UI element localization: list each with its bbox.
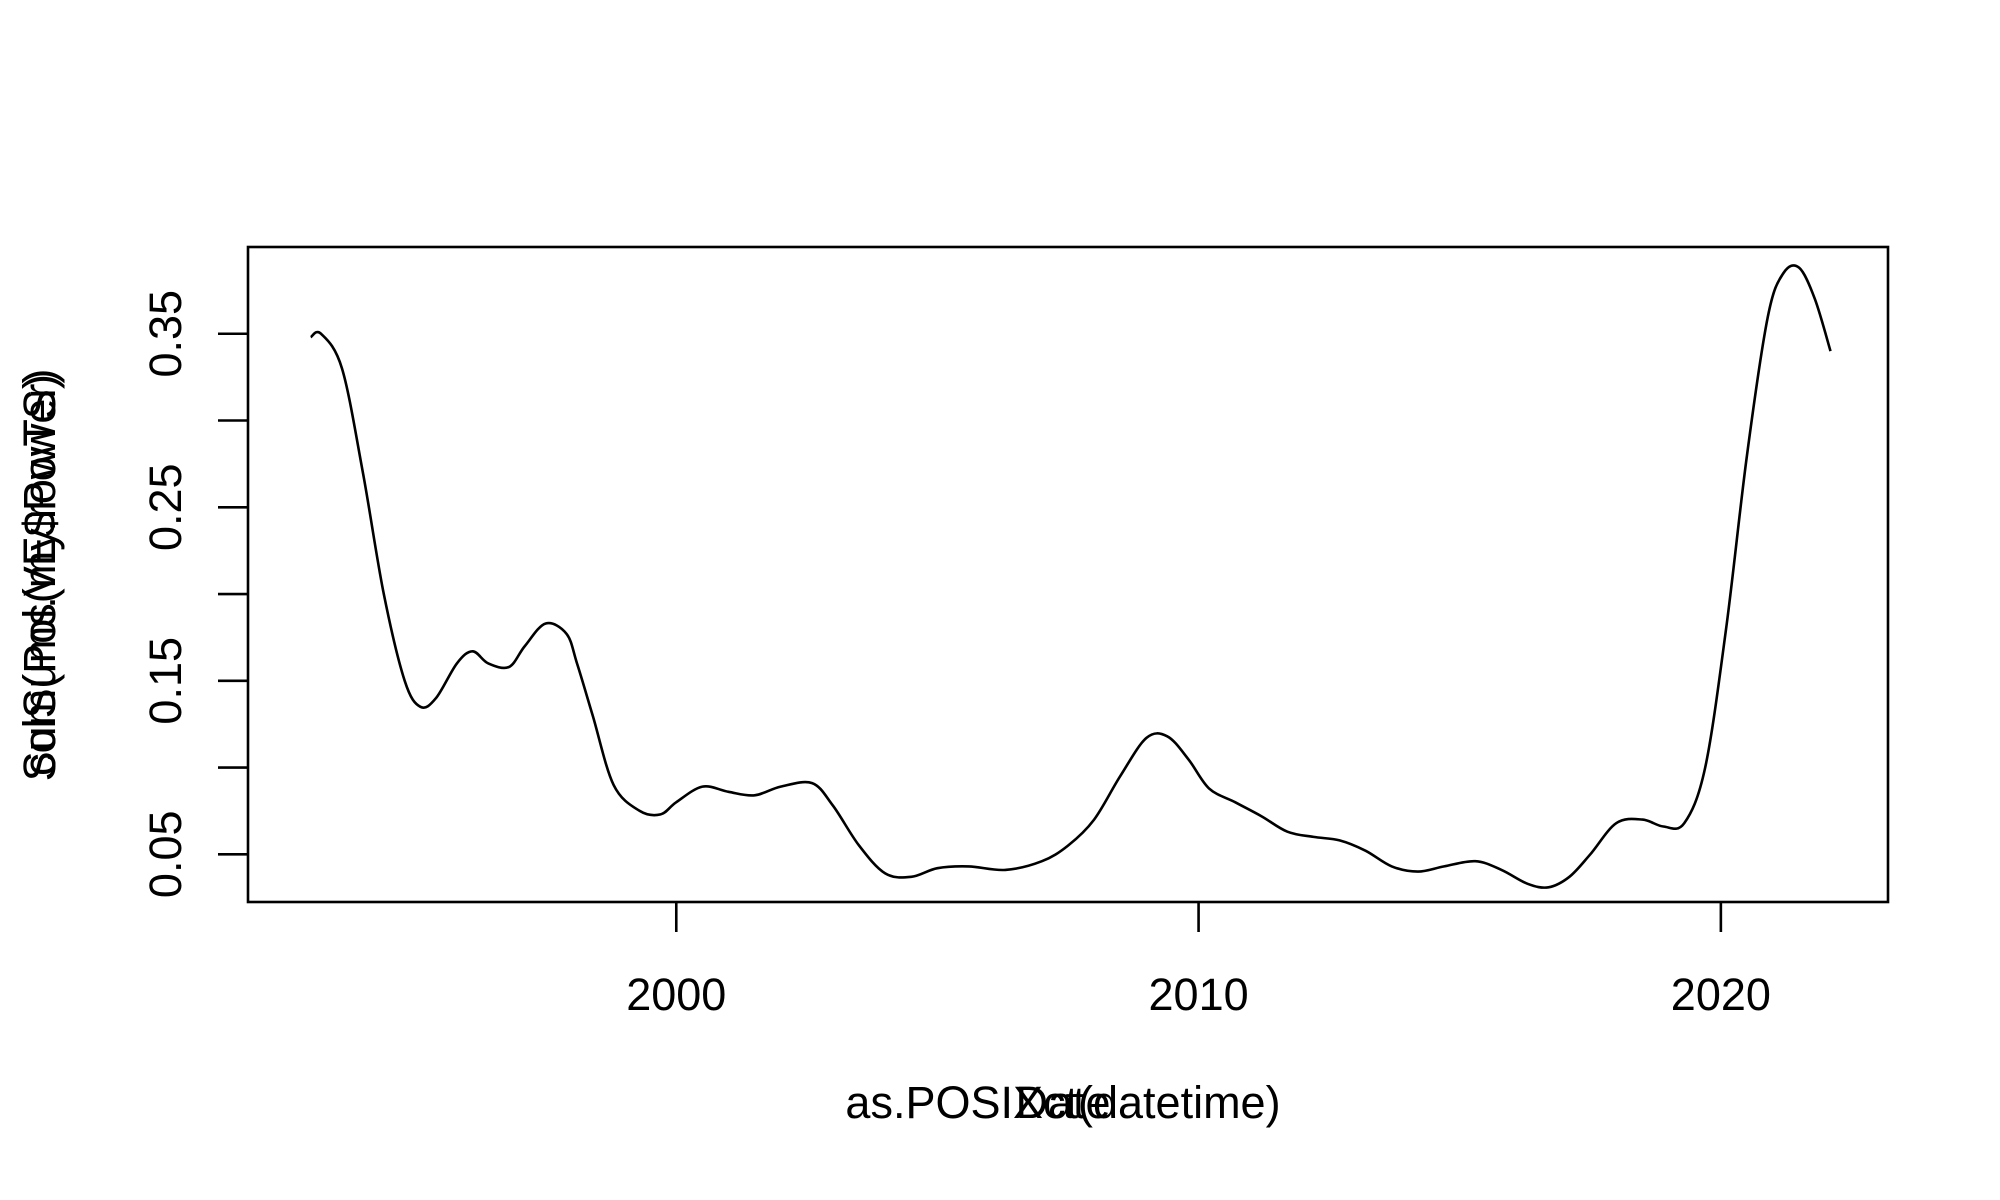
x-tick-label: 2000 bbox=[626, 969, 726, 1020]
x-axis-label: as.POSIXct(datetime) bbox=[845, 1077, 1280, 1128]
x-axis-label-overlay: Date bbox=[1015, 1077, 1110, 1128]
plot-frame bbox=[246, 245, 1890, 904]
x-tick-label: 2020 bbox=[1671, 969, 1771, 1020]
y-tick-label: 0.15 bbox=[140, 637, 191, 725]
y-tick-label: 0.25 bbox=[140, 463, 191, 551]
y-axis-label-overlay: Sum(Pol.VE$Power) bbox=[14, 369, 65, 782]
x-axis: 2000 2010 2020 bbox=[626, 902, 1771, 1020]
series-line bbox=[309, 264, 1832, 889]
y-axis-label: colSums(my.rowTS) bbox=[14, 374, 65, 776]
y-tick-label: 0.05 bbox=[140, 810, 191, 898]
y-tick-label: 0.35 bbox=[140, 290, 191, 378]
x-tick-label: 2010 bbox=[1149, 969, 1249, 1020]
y-axis: 0.05 0.15 0.25 0.35 bbox=[140, 290, 248, 898]
